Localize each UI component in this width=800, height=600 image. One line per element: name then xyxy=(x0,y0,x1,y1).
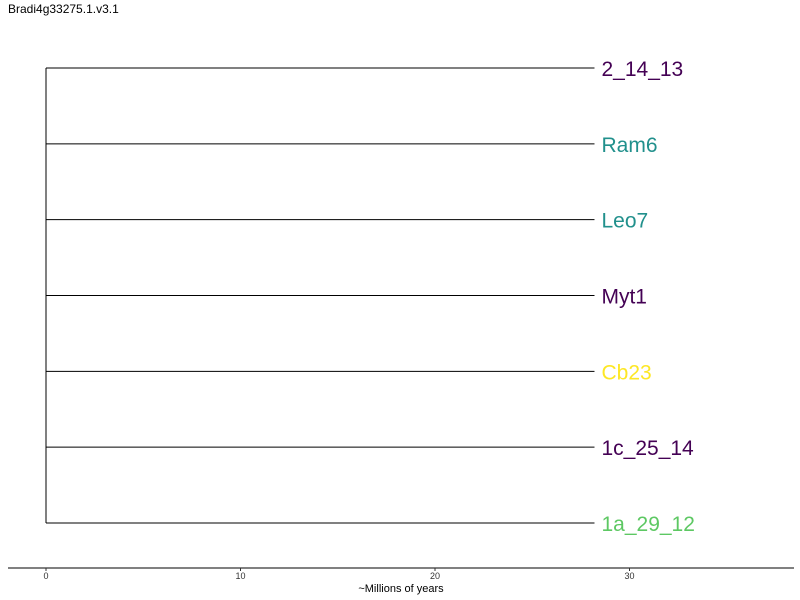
branches-group xyxy=(45,67,595,524)
tip-label: Leo7 xyxy=(601,210,648,233)
tip-label: 1c_25_14 xyxy=(601,437,694,460)
x-tick-label: 20 xyxy=(430,571,440,581)
x-axis: 0 10 20 30 xyxy=(8,567,794,581)
tip-label: Myt1 xyxy=(601,286,647,309)
chart-title: Bradi4g33275.1.v3.1 xyxy=(8,2,119,16)
tip-label: Ram6 xyxy=(601,134,657,157)
x-tick-label: 30 xyxy=(624,571,634,581)
tip-labels-group: 2_14_13 Ram6 Leo7 Myt1 Cb23 1c_25_14 1a_29_12 xyxy=(601,58,694,536)
x-tick-label: 0 xyxy=(43,571,48,581)
x-tick-label: 10 xyxy=(235,571,245,581)
tip-label: Cb23 xyxy=(601,361,651,384)
x-axis-label: ~Millions of years xyxy=(358,583,444,595)
tip-label: 1a_29_12 xyxy=(601,513,694,536)
tip-label: 2_14_13 xyxy=(601,58,683,81)
